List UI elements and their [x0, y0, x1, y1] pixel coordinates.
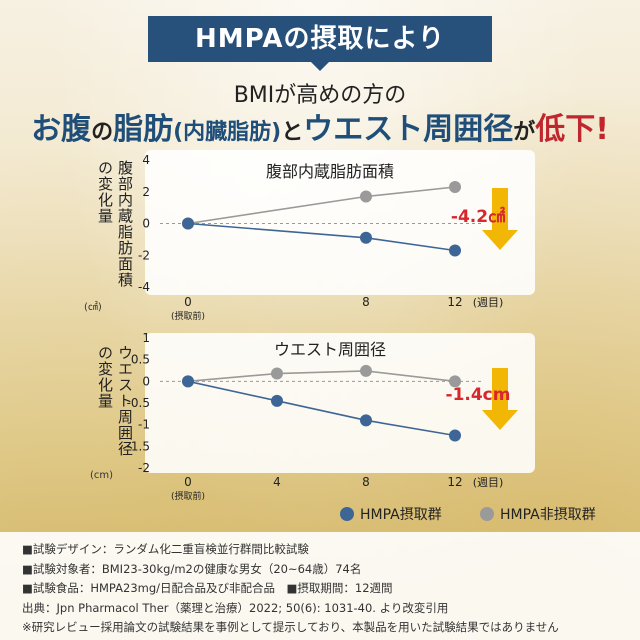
legend-item-hmpa: HMPA摂取群	[340, 504, 442, 524]
x-tick-sub-label: (摂取前)	[171, 490, 205, 502]
y-tick-label: 0	[142, 217, 150, 231]
data-point	[449, 375, 461, 388]
y-tick-label: -4	[138, 280, 150, 294]
x-tick-label: 12	[447, 475, 462, 489]
legend-dot-non-hmpa	[480, 507, 494, 521]
data-point	[182, 375, 194, 388]
note-disclaimer: ※研究レビュー採用論文の試験結果を事例として提示しており、本製品を用いた試験結果…	[22, 620, 559, 634]
y-tick-label: -2	[138, 461, 150, 475]
note-food-period: ■試験食品：HMPA23mg/日配合品及び非配合品 ■摂取期間：12週間	[22, 581, 393, 595]
series-line	[187, 380, 456, 437]
data-point	[449, 429, 461, 442]
waist-ylabel: ウエスト周囲径の変化量	[96, 345, 134, 457]
banner-notch	[310, 61, 330, 71]
x-axis-unit: (週目)	[473, 296, 504, 309]
headline-part: 脂肪	[113, 112, 174, 147]
chart-title: 腹部内蔵脂肪面積	[266, 162, 394, 181]
data-point	[449, 180, 461, 193]
x-tick-label: 0	[184, 475, 192, 489]
data-point	[271, 394, 283, 407]
waist-chart-panel	[145, 333, 535, 473]
legend-dot-hmpa	[340, 507, 354, 521]
data-point	[449, 244, 461, 257]
series-line	[187, 370, 456, 383]
study-notes: ■試験デザイン：ランダム化二重盲検並行群間比較試験 ■試験対象者：BMI23-3…	[0, 532, 640, 640]
note-design: ■試験デザイン：ランダム化二重盲検並行群間比較試験	[22, 542, 309, 556]
legend-item-non-hmpa: HMPA非摂取群	[480, 504, 596, 524]
y-tick-label: 0	[142, 374, 150, 388]
headline-part: と	[281, 120, 304, 145]
headline-part: の	[91, 120, 114, 145]
data-point	[360, 190, 372, 203]
delta-arrow-shaft	[492, 368, 508, 412]
delta-arrow-shaft	[492, 188, 508, 232]
x-tick-label: 8	[362, 475, 370, 489]
x-axis-unit: (週目)	[473, 476, 504, 489]
legend-label-hmpa: HMPA摂取群	[360, 507, 442, 523]
data-point	[360, 414, 372, 427]
y-tick-label: 0.5	[131, 353, 150, 367]
waist-yunit: (cm)	[90, 470, 114, 481]
y-tick-label: -2	[138, 248, 150, 262]
x-tick-label: 12	[447, 295, 462, 309]
data-point	[360, 231, 372, 244]
delta-arrow-head	[482, 230, 518, 250]
headline-part: (内臓脂肪)	[173, 120, 282, 145]
visceral-fat-chart-panel	[145, 150, 535, 295]
main-headline: お腹の脂肪(内臓脂肪)とウエスト周囲径が低下!	[0, 104, 640, 148]
x-tick-label: 4	[273, 475, 281, 489]
headline-banner: HMPAの摂取により	[148, 16, 492, 62]
legend-label-non-hmpa: HMPA非摂取群	[500, 507, 596, 523]
x-tick-label: 0	[184, 295, 192, 309]
headline-part: ウエスト周囲径	[303, 112, 514, 147]
y-tick-label: -0.5	[127, 396, 150, 410]
sub-headline: BMIが高めの方の	[233, 83, 407, 108]
y-tick-label: -1	[138, 418, 150, 432]
delta-annotation: -4.2㎠	[451, 206, 505, 227]
delta-annotation: -1.4cm	[446, 385, 511, 405]
chart-title: ウエスト周囲径	[274, 340, 386, 359]
visceral-fat-ylabel: 腹部内蔵脂肪面積の変化量	[96, 160, 134, 288]
y-tick-label: 2	[142, 185, 150, 199]
data-point	[360, 364, 372, 377]
headline-part: お腹	[31, 112, 92, 147]
y-tick-label: 4	[142, 153, 150, 167]
data-point	[271, 367, 283, 380]
visceral-fat-yunit: (㎠)	[84, 302, 102, 313]
x-tick-sub-label: (摂取前)	[171, 310, 205, 322]
y-tick-label: -1.5	[127, 439, 150, 453]
y-tick-label: 1	[142, 331, 150, 345]
x-tick-label: 8	[362, 295, 370, 309]
note-source: 出典：Jpn Pharmacol Ther（薬理と治療）2022; 50(6):…	[22, 600, 449, 615]
headline-part: が	[513, 120, 536, 145]
delta-arrow-head	[482, 410, 518, 430]
note-subjects: ■試験対象者：BMI23-30kg/m2の健康な男女（20~64歳）74名	[22, 561, 362, 576]
data-point	[182, 217, 194, 230]
headline-part: 低下!	[535, 112, 609, 147]
